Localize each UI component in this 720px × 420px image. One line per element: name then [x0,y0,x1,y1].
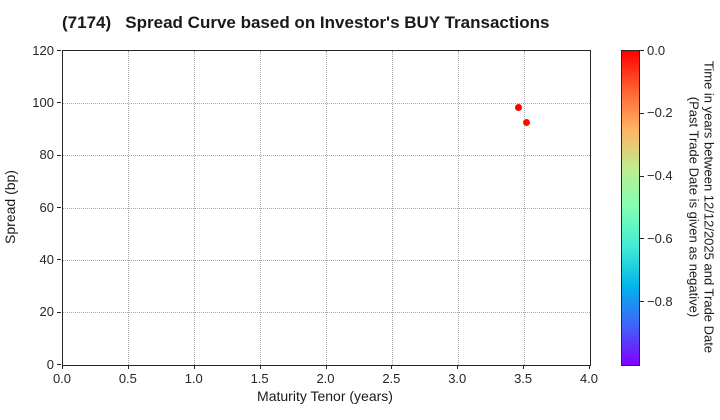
y-tick-label: 100 [32,94,54,110]
x-tick-mark [523,365,525,369]
gridline-horizontal [63,259,590,261]
y-tick-label: 60 [39,199,54,215]
colorbar-tick-mark [640,50,644,51]
gridline-horizontal [63,102,590,104]
x-tick-mark [127,365,129,369]
gridline-horizontal [63,207,590,209]
y-tick-label: 40 [39,251,54,267]
colorbar-label: Time in years between 12/12/2025 and Tra… [687,60,717,354]
x-tick-mark [62,365,63,369]
colorbar-tick-label: 0.0 [647,42,666,58]
y-tick-mark [57,364,61,365]
x-tick-label: 0.0 [52,371,72,386]
x-tick-label: 3.0 [448,371,467,386]
y-tick-label: 80 [39,147,54,163]
colorbar-label-line2: (Past Trade Date is given as negative) [687,96,702,318]
gridline-horizontal [63,155,590,157]
colorbar-tick-mark [640,112,644,114]
chart-title: (7174) Spread Curve based on Investor's … [62,13,550,32]
x-tick-label: 1.5 [250,371,269,386]
y-tick-label: 120 [32,42,54,58]
colorbar-tick-label: −0.4 [647,168,673,184]
x-tick-label: 3.5 [514,371,533,386]
scatter-point [515,103,523,111]
colorbar [621,50,640,366]
colorbar-tick-label: −0.8 [647,293,673,309]
y-tick-mark [57,311,61,313]
colorbar-label-line1: Time in years between 12/12/2025 and Tra… [701,60,717,354]
colorbar-gradient [622,51,639,365]
gridline-horizontal [63,312,590,314]
colorbar-tick-label: −0.2 [647,105,673,121]
plot-area [62,50,591,366]
y-tick-mark [57,102,61,104]
x-tick-mark [325,365,327,369]
colorbar-tick-mark [640,175,644,177]
colorbar-tick-mark [640,301,644,303]
x-tick-mark [259,365,261,369]
x-tick-mark [391,365,393,369]
y-tick-mark [57,207,61,208]
x-tick-mark [589,365,590,369]
x-axis-label: Maturity Tenor (years) [257,388,393,404]
y-tick-mark [57,50,61,51]
x-tick-mark [193,365,195,369]
y-tick-label: 0 [46,356,54,372]
x-tick-label: 2.0 [316,371,335,386]
y-tick-label: 20 [39,304,54,320]
scatter-point [523,119,531,127]
colorbar-tick-label: −0.6 [647,230,673,246]
colorbar-tick-mark [640,238,644,240]
x-tick-mark [457,365,459,369]
y-tick-mark [57,154,61,156]
x-tick-label: 2.5 [382,371,401,386]
y-tick-mark [57,259,61,261]
x-tick-label: 0.5 [118,371,137,386]
x-tick-label: 1.0 [184,371,203,386]
x-tick-label: 4.0 [579,371,599,386]
